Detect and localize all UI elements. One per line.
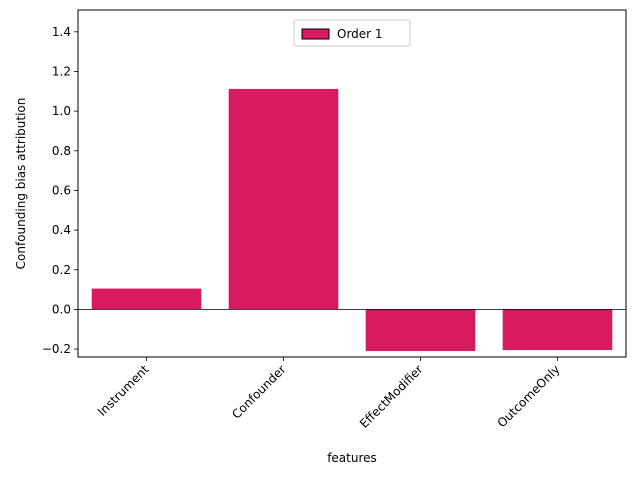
y-tick-label: 1.0	[52, 104, 71, 118]
y-tick-label: 0.4	[52, 223, 71, 237]
y-axis-label: Confounding bias attribution	[14, 98, 28, 270]
y-axis: −0.2 0.0 0.2 0.4 0.6 0.8 1.0 1.2 1.4	[42, 25, 78, 356]
bar-instrument	[91, 288, 202, 310]
x-tick-label: Confounder	[229, 362, 288, 421]
bar-effectmodifier	[365, 309, 476, 352]
y-tick-label: 1.4	[52, 25, 71, 39]
x-tick-label: EffectModifier	[357, 362, 426, 431]
legend: Order 1	[293, 19, 411, 47]
bar-confounder	[228, 88, 339, 310]
bars-layer	[91, 88, 613, 352]
x-tick-label: Instrument	[95, 362, 152, 419]
plot-area	[77, 9, 627, 358]
y-tick-label: 0.0	[52, 302, 71, 316]
y-tick-label: 0.8	[52, 144, 71, 158]
legend-entry-order-1: Order 1	[337, 27, 383, 41]
x-axis-label: features	[327, 451, 377, 465]
bar-outcomeonly	[502, 309, 613, 351]
legend-swatch	[301, 28, 330, 40]
y-tick-label: −0.2	[42, 342, 71, 356]
x-axis: Instrument Confounder EffectModifier Outcom…	[95, 357, 563, 431]
x-tick-label: OutcomeOnly	[495, 362, 563, 430]
y-tick-label: 0.6	[52, 183, 71, 197]
y-tick-label: 1.2	[52, 64, 71, 78]
y-tick-label: 0.2	[52, 263, 71, 277]
